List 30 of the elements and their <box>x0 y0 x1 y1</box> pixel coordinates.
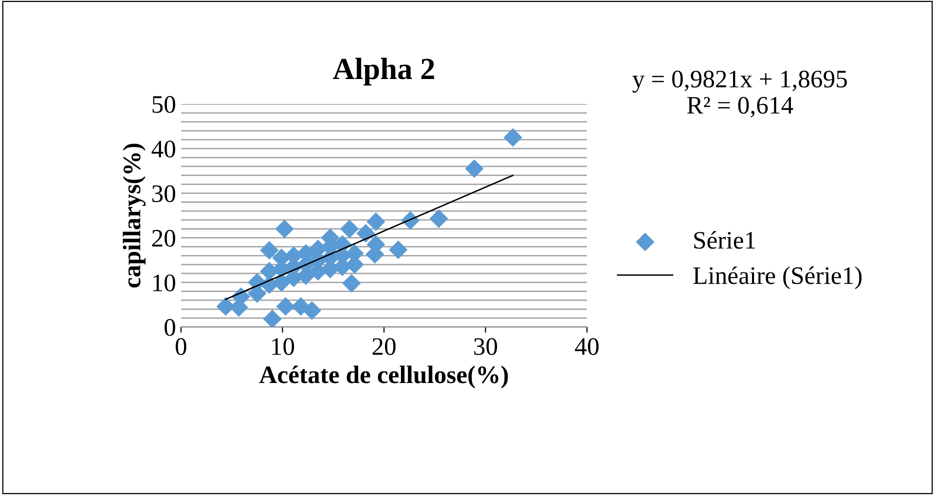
point <box>276 297 295 316</box>
point <box>465 159 484 178</box>
y-tick-label: 30 <box>152 185 176 202</box>
point <box>342 274 361 293</box>
legend-label: Série1 <box>694 231 755 249</box>
y-tick-label: 20 <box>152 230 176 247</box>
point <box>429 209 448 228</box>
x-axis-title: Acétate de cellulose(%) <box>259 366 508 388</box>
x-tick-label: 40 <box>574 338 599 356</box>
x-tick-label: 10 <box>272 338 294 356</box>
y-tick-label: 40 <box>152 140 176 158</box>
point <box>260 240 279 260</box>
y-tick-label: 0 <box>164 319 176 336</box>
point <box>340 220 359 238</box>
point <box>356 224 376 243</box>
point <box>275 220 294 238</box>
x-tick-label: 0 <box>176 338 186 356</box>
legend-label: Linéaire (Série1) <box>693 266 862 290</box>
point <box>263 310 282 327</box>
point <box>388 240 408 260</box>
point <box>504 128 522 147</box>
chart-title: Alpha 2 <box>332 58 434 86</box>
y-axis-title: capillarys(%) <box>122 144 146 288</box>
y-tick-label: 10 <box>153 274 176 292</box>
x-tick-label: 30 <box>474 338 498 356</box>
text: y = 0,9821x + 1,8695 R² = 0,614 <box>632 70 847 118</box>
x-tick-label: 20 <box>372 338 396 356</box>
y-tick-label: 50 <box>152 96 176 113</box>
point <box>302 301 322 320</box>
point <box>366 212 386 232</box>
